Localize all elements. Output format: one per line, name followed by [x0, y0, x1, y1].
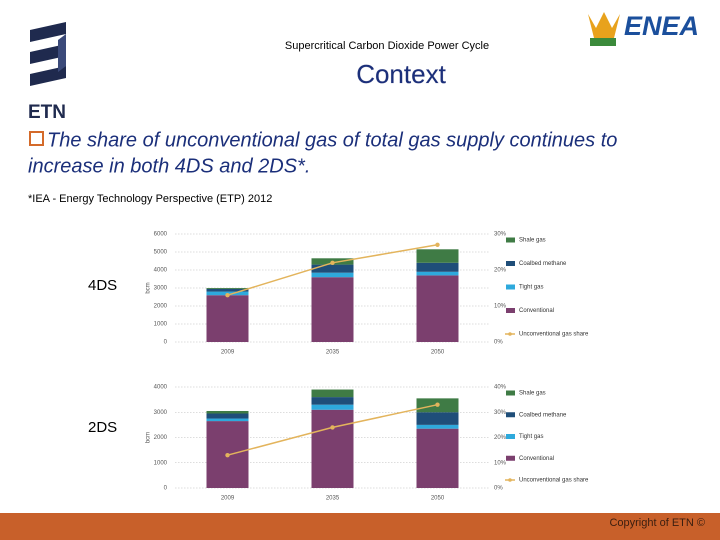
- legend-swatch: [506, 308, 515, 313]
- legend-swatch: [508, 332, 512, 336]
- chart-label: 2DS: [88, 419, 117, 436]
- legend-swatch: [506, 284, 515, 290]
- y-tick-label: 2000: [154, 435, 168, 441]
- etn-logo: [30, 22, 66, 86]
- y-tick-label: 6000: [154, 232, 168, 238]
- legend-label: Coalbed methane: [519, 261, 567, 267]
- y2-tick-label: 10%: [494, 304, 507, 310]
- y-tick-label: 0: [164, 486, 168, 492]
- bar-segment: [416, 275, 459, 342]
- logo-text: ETN: [28, 102, 66, 123]
- bar-segment: [311, 389, 354, 398]
- bar-segment: [416, 262, 459, 272]
- y-tick-label: 4000: [154, 268, 168, 274]
- y2-tick-label: 30%: [494, 410, 507, 416]
- y2-tick-label: 20%: [494, 435, 507, 441]
- bar-segment: [311, 404, 354, 410]
- y-tick-label: 4000: [154, 385, 168, 391]
- legend-label: Tight gas: [519, 434, 543, 440]
- bar-segment: [311, 397, 354, 405]
- x-tick-label: 2009: [221, 350, 235, 356]
- bar-segment: [206, 410, 249, 414]
- legend-label: Tight gas: [519, 285, 543, 291]
- footer-text: Copyright of ETN ©: [609, 517, 705, 529]
- y2-tick-label: 0%: [494, 340, 503, 346]
- y2-tick-label: 30%: [494, 232, 507, 238]
- bar-segment: [311, 409, 354, 488]
- slide-title: Context: [356, 59, 446, 89]
- bar-segment: [206, 288, 249, 289]
- legend-label: Shale gas: [519, 238, 546, 244]
- bar-segment: [311, 264, 354, 273]
- legend-label: Unconventional gas share: [519, 332, 589, 338]
- subtitle: Supercritical Carbon Dioxide Power Cycle: [285, 40, 489, 52]
- bar-segment: [416, 412, 459, 425]
- y-tick-label: 3000: [154, 286, 168, 292]
- bar-segment: [206, 295, 249, 342]
- bar-segment: [416, 271, 459, 276]
- footnote: *IEA - Energy Technology Perspective (ET…: [28, 193, 272, 205]
- enea-logo: [588, 12, 620, 46]
- x-tick-label: 2009: [221, 496, 235, 502]
- legend-swatch: [506, 434, 515, 439]
- logo-text: ENEA: [624, 11, 699, 41]
- bar-segment: [416, 249, 459, 263]
- share-point: [225, 452, 230, 458]
- y2-tick-label: 0%: [494, 486, 503, 492]
- share-point: [435, 242, 440, 247]
- y-tick-label: 3000: [154, 410, 168, 416]
- legend-label: Conventional: [519, 308, 554, 314]
- y-tick-label: 5000: [154, 250, 168, 256]
- share-point: [330, 260, 335, 265]
- legend-swatch: [506, 390, 515, 396]
- bar-segment: [206, 288, 249, 292]
- y2-tick-label: 20%: [494, 268, 507, 274]
- x-tick-label: 2035: [326, 350, 340, 356]
- y-axis-title: bcm: [146, 432, 152, 443]
- legend-swatch: [508, 478, 512, 482]
- bullet-text: The share of unconventional gas of total…: [47, 129, 617, 151]
- legend-swatch: [506, 237, 515, 243]
- legend-swatch: [506, 455, 515, 461]
- y-axis-title: bcm: [146, 282, 152, 293]
- legend-swatch: [506, 261, 515, 266]
- share-point: [225, 293, 230, 298]
- bar-segment: [416, 424, 459, 429]
- bullet-icon: [29, 131, 44, 146]
- x-tick-label: 2035: [326, 496, 340, 502]
- bar-segment: [416, 428, 459, 488]
- y-tick-label: 1000: [154, 322, 168, 328]
- footer-bar: [0, 513, 720, 540]
- y-tick-label: 0: [164, 340, 168, 346]
- share-point: [435, 402, 440, 407]
- bar-segment: [311, 277, 354, 342]
- x-tick-label: 2050: [431, 496, 445, 502]
- legend-label: Unconventional gas share: [519, 478, 589, 484]
- legend-label: Shale gas: [519, 391, 546, 397]
- y2-tick-label: 40%: [494, 385, 507, 391]
- y-tick-label: 1000: [154, 460, 168, 466]
- x-tick-label: 2050: [431, 350, 445, 356]
- y2-tick-label: 10%: [494, 460, 507, 466]
- legend-swatch: [506, 412, 515, 418]
- bar-segment: [206, 418, 249, 422]
- y-tick-label: 2000: [154, 304, 168, 310]
- legend-label: Conventional: [519, 456, 554, 462]
- bullet-text: increase in both 4DS and 2DS*.: [28, 155, 310, 177]
- bar-segment: [311, 272, 354, 278]
- chart-label: 4DS: [88, 277, 117, 294]
- bar-segment: [206, 413, 249, 419]
- legend-label: Coalbed methane: [519, 412, 567, 418]
- share-point: [330, 425, 335, 430]
